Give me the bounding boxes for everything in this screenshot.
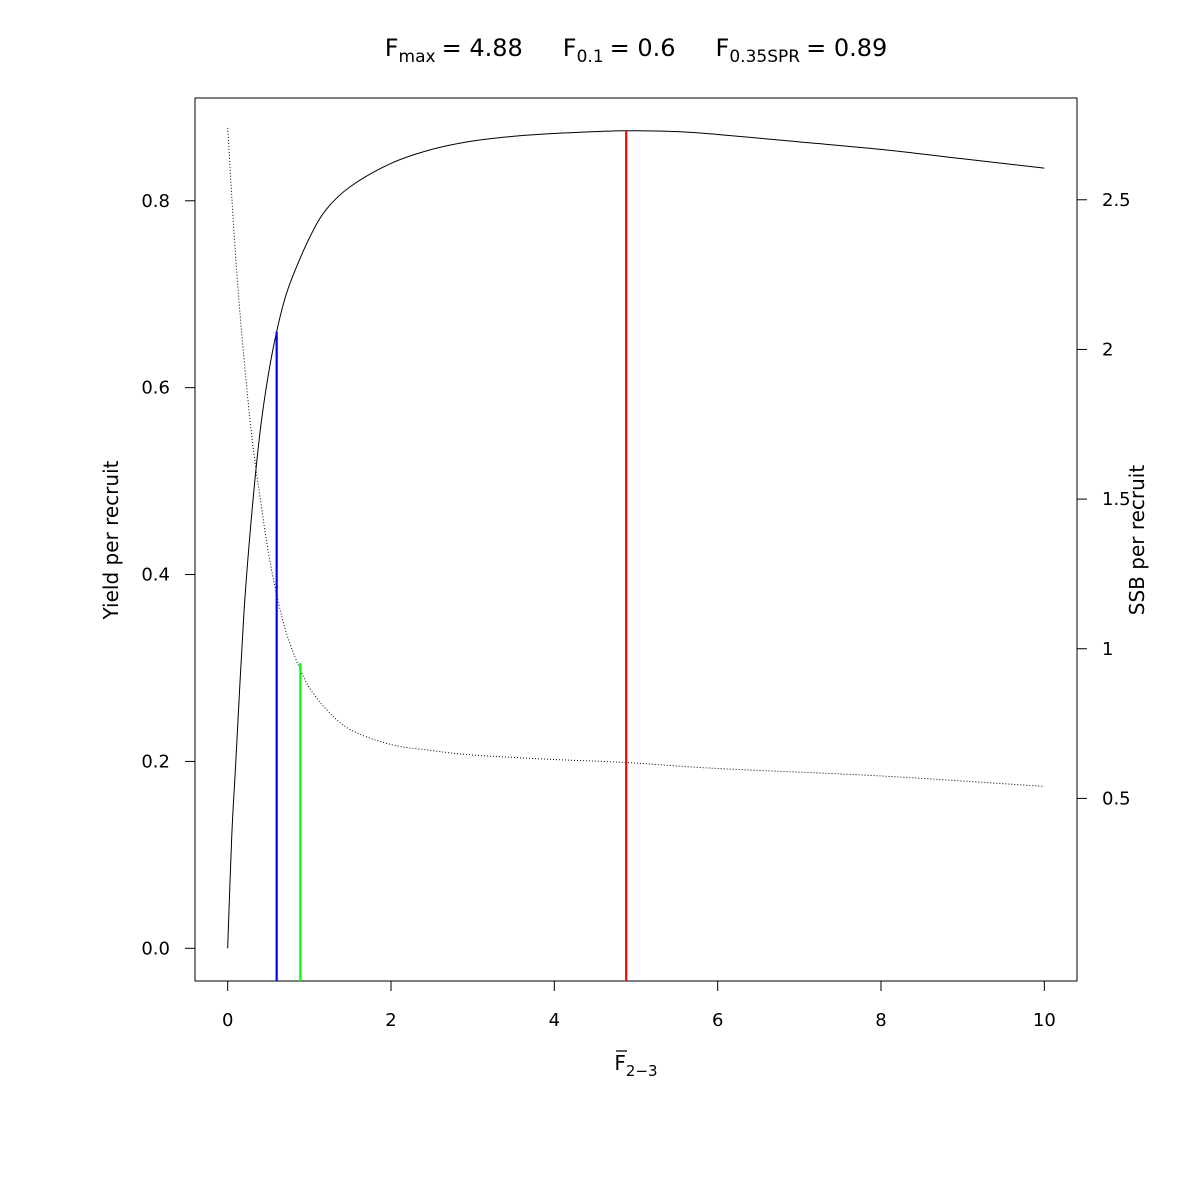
fspr-value: = 0.89 (806, 34, 887, 62)
y-right-tick-label: 2.5 (1102, 190, 1131, 211)
x-tick-label: 4 (549, 1010, 560, 1031)
f01-value: = 0.6 (610, 34, 676, 62)
yield-per-recruit-line (227, 130, 1045, 949)
fspr-sub: 0.35SPR (729, 47, 800, 67)
y-axis-right-title: SSB per recruit (1125, 465, 1149, 616)
chart-title: Fmax = 4.88 F0.1 = 0.6 F0.35SPR = 0.89 (385, 34, 888, 67)
axes: 0 2 4 6 8 10 0.0 0.2 0.4 0.6 0.8 0.5 1 1.5 2 2.5 (141, 190, 1130, 1031)
series (227, 127, 1045, 949)
x-tick-label: 8 (875, 1010, 886, 1031)
reference-lines (275, 130, 628, 981)
x-axis-title: F2−3 (614, 1051, 657, 1080)
y-left-tick-label: 0.8 (141, 191, 170, 212)
y-left-tick-label: 0.2 (141, 751, 170, 772)
f01-label: F (563, 34, 577, 62)
ssb-per-recruit-line (227, 127, 1045, 787)
x-tick-label: 2 (385, 1010, 396, 1031)
fspr-label: F (716, 34, 730, 62)
y-left-tick-label: 0.6 (141, 378, 170, 399)
plot-frame (194, 97, 1078, 982)
y-right-tick-label: 0.5 (1102, 788, 1131, 809)
fmax-sub: max (399, 47, 436, 67)
x-axis-title-main: F (614, 1051, 626, 1075)
fmax-label: F (385, 34, 399, 62)
y-left-tick-label: 0.0 (141, 938, 170, 959)
y-left-tick-label: 0.4 (141, 565, 170, 586)
x-tick-label: 10 (1033, 1010, 1056, 1031)
f01-sub: 0.1 (577, 47, 604, 67)
fmax-value: = 4.88 (442, 34, 523, 62)
x-tick-label: 6 (712, 1010, 723, 1031)
x-tick-label: 0 (222, 1010, 233, 1031)
y-axis-left-title: Yield per recruit (99, 460, 123, 620)
y-right-tick-label: 2 (1102, 339, 1113, 360)
y-right-tick-label: 1 (1102, 639, 1113, 660)
x-axis-title-sub: 2−3 (626, 1062, 658, 1080)
y-right-tick-label: 1.5 (1102, 489, 1131, 510)
